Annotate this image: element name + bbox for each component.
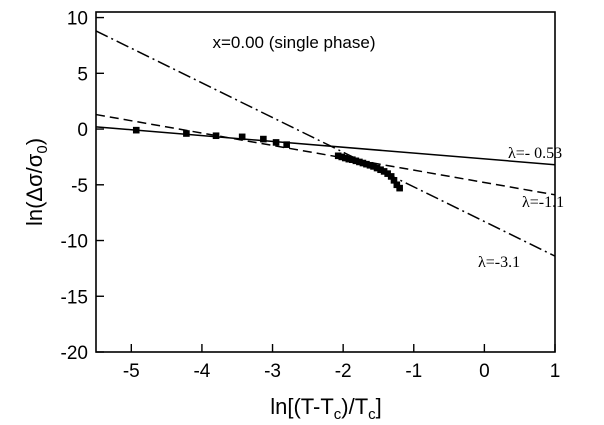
chart-annotation: x=0.00 (single phase) <box>212 33 375 52</box>
x-axis-title: ln[(T-Tc)/Tc] <box>270 394 382 423</box>
data-point <box>393 181 401 189</box>
data-point <box>338 153 346 161</box>
data-point <box>341 154 349 162</box>
data-point <box>390 177 398 184</box>
data-point <box>396 184 403 192</box>
y-tick-label: -15 <box>61 287 88 308</box>
x-tick-label: -4 <box>193 361 210 382</box>
lambda-label: λ=-1.1 <box>522 194 564 211</box>
data-point <box>212 132 220 140</box>
data-point <box>183 130 190 137</box>
data-point <box>260 135 267 143</box>
x-tick-label: -1 <box>405 361 422 382</box>
data-point <box>359 159 367 167</box>
fit-line-solid <box>95 126 556 166</box>
data-point <box>363 160 370 168</box>
data-point <box>334 152 342 160</box>
x-tick-label: -2 <box>335 361 352 382</box>
y-tick-label: 10 <box>67 9 88 30</box>
data-point <box>352 157 360 165</box>
data-point <box>283 141 290 148</box>
y-tick-label: 5 <box>77 64 88 85</box>
fit-line-dashed <box>95 113 556 196</box>
x-tick-label: -5 <box>123 361 140 382</box>
y-axis-title: ln(Δσ/σ0) <box>22 138 51 226</box>
data-point <box>380 168 388 175</box>
data-point <box>272 139 280 146</box>
data-point <box>349 156 356 164</box>
data-point <box>370 163 377 170</box>
data-point <box>366 161 374 169</box>
data-point <box>238 133 246 141</box>
y-tick-label: -10 <box>61 232 88 253</box>
data-point <box>132 126 140 134</box>
y-tick-label: 0 <box>77 120 88 141</box>
x-tick-label: 1 <box>550 361 561 382</box>
x-tick-label: -3 <box>264 361 281 382</box>
y-tick-label: -5 <box>71 176 88 197</box>
lambda-label: λ=- 0.53 <box>508 145 562 162</box>
data-point <box>384 170 391 177</box>
data-points <box>132 126 403 192</box>
data-point <box>373 164 381 172</box>
fit-lines <box>95 30 556 257</box>
data-point <box>377 166 384 174</box>
data-point <box>356 158 363 166</box>
lambda-label: λ=-3.1 <box>478 254 520 271</box>
x-tick-label: 0 <box>479 361 490 382</box>
data-point <box>387 173 395 180</box>
data-point <box>345 155 353 163</box>
line-labels: λ=- 0.53 λ=-1.1 λ=-3.1 <box>478 145 564 271</box>
y-tick-label: -20 <box>61 343 88 364</box>
plot-frame <box>95 11 556 353</box>
fit-line-dashdot <box>95 30 556 257</box>
